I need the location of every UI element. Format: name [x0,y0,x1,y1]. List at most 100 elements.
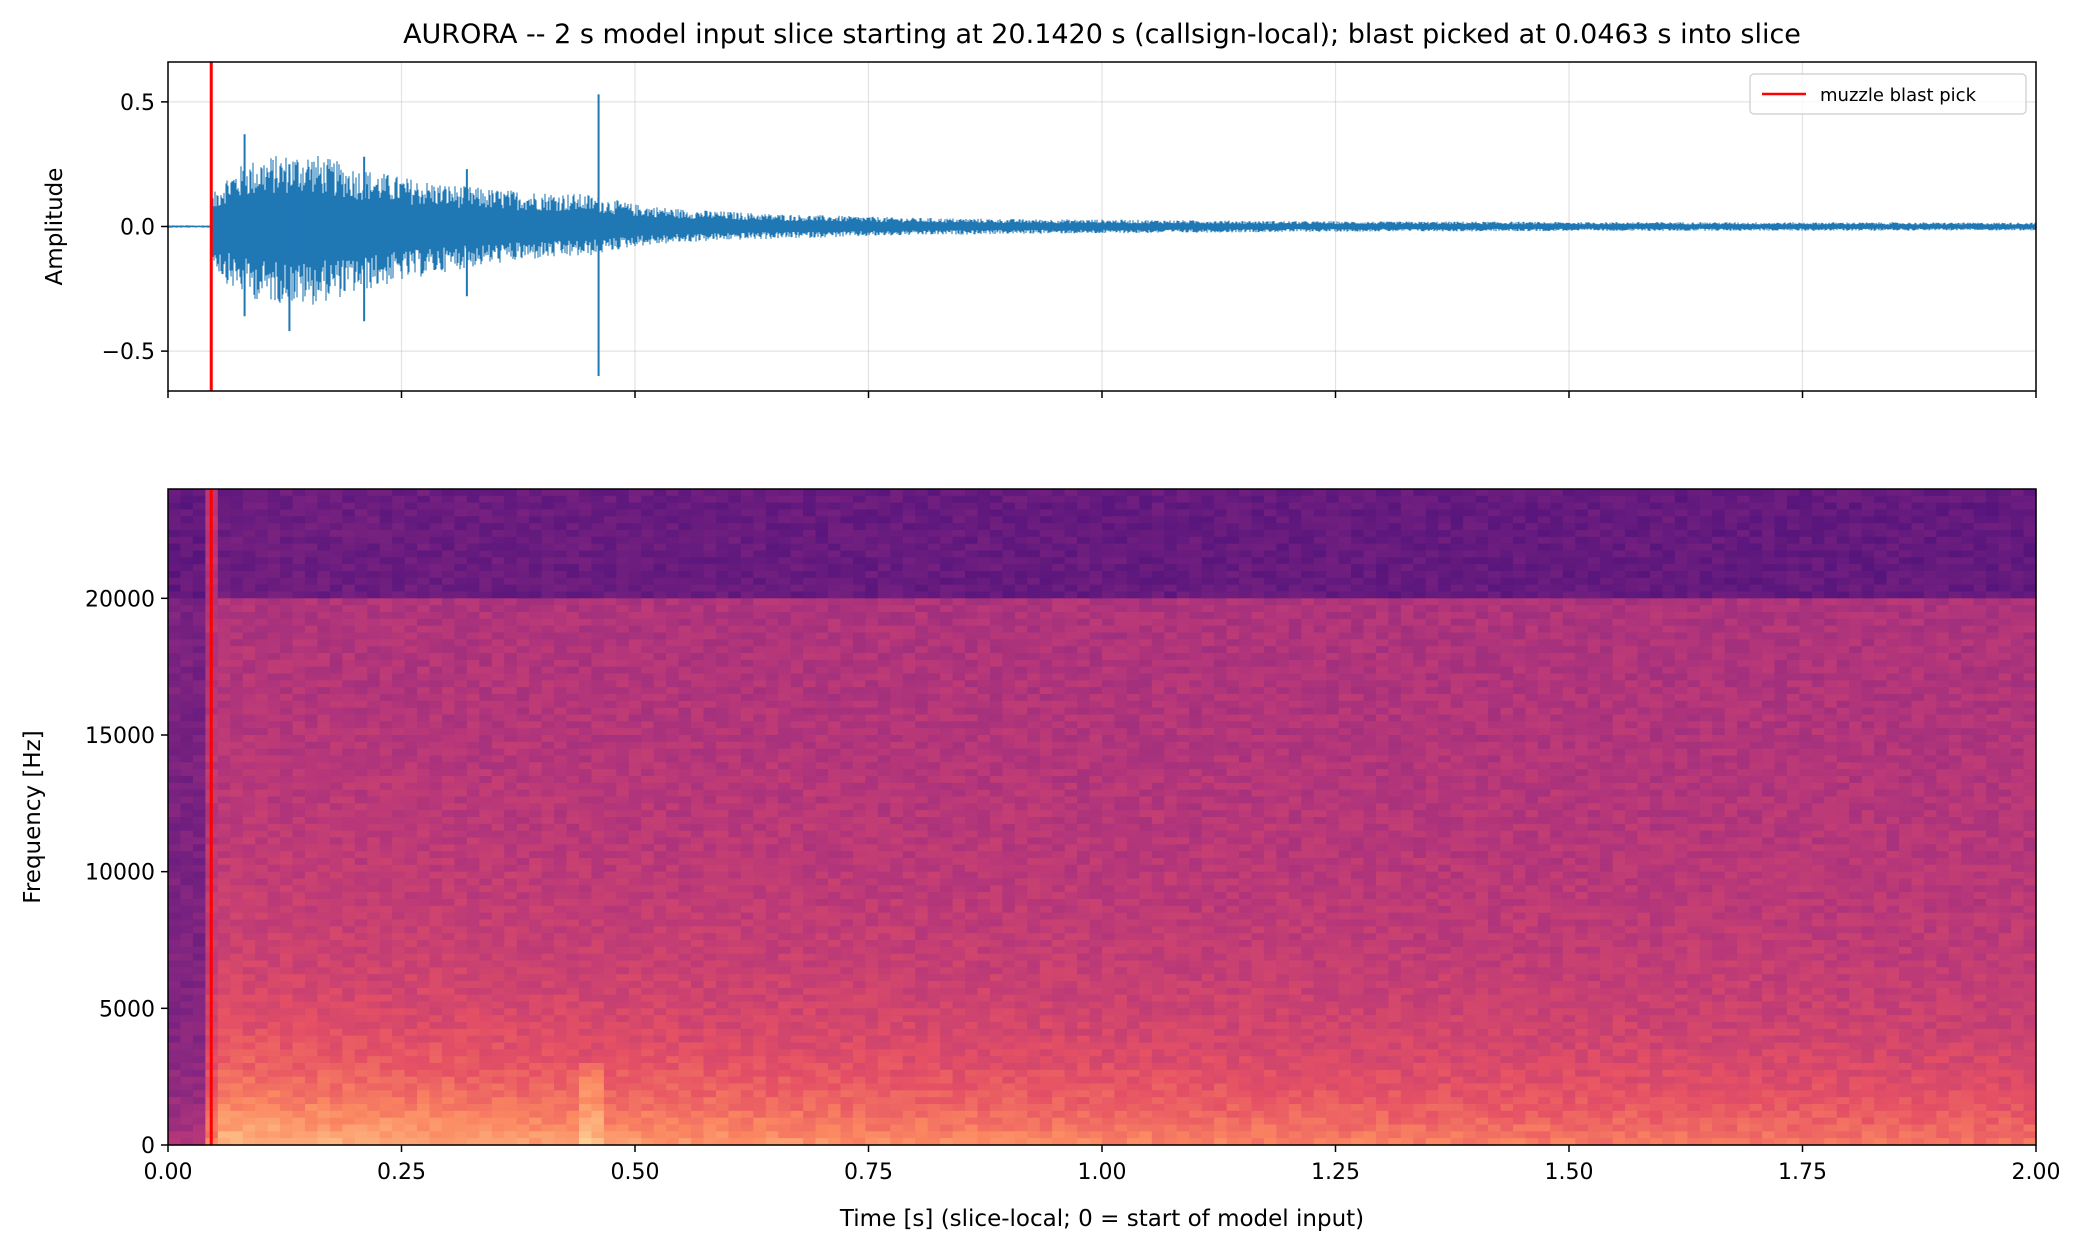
spectrogram-cell [1413,612,1427,620]
spectrogram-cell [404,557,418,565]
spectrogram-cell [1724,584,1738,593]
spectrogram-cell [1102,530,1116,538]
spectrogram-cell [828,577,842,586]
spectrogram-cell [1786,605,1800,613]
spectrogram-cell [1986,687,2000,695]
spectrogram-cell [1288,680,1302,688]
spectrogram-cell [479,666,493,675]
spectrogram-cell [342,632,356,640]
spectrogram-cell [927,502,941,511]
spectrogram-cell [1301,577,1315,586]
spectrogram-cell [815,598,829,606]
spectrogram-cell [952,680,966,688]
spectrogram-cell [1948,646,1962,654]
spectrogram-cell [180,564,194,572]
spectrogram-cell [1587,659,1601,668]
spectrogram-cell [1014,666,1028,675]
spectrogram-cell [1126,536,1140,545]
spectrogram-cell [977,653,991,661]
spectrogram-cell [1313,584,1327,593]
spectrogram-cell [728,591,742,599]
spectrogram-cell [1612,591,1626,599]
spectrogram-cell [479,680,493,688]
spectrogram-cell [965,550,979,558]
spectrogram-cell [1151,543,1165,552]
spectrogram-cell [678,584,692,593]
spectrogram-cell [1450,625,1464,634]
spectrogram-cell [1002,625,1016,634]
spectrogram-cell [180,680,194,688]
spectrogram-cell [1064,605,1078,613]
spectrogram-cell [1836,598,1850,606]
spectrogram-cell [778,666,792,675]
spectrogram-cell [292,687,306,695]
spectrogram-cell [728,605,742,613]
spectrogram-cell [815,618,829,627]
spectrogram-cell [753,523,767,531]
spectrogram-cell [1151,639,1165,647]
spectrogram-cell [1114,564,1128,572]
spectrogram-cell [691,646,705,654]
spectrogram-cell [1351,543,1365,552]
spectrogram-cell [342,550,356,558]
spectrogram-cell [1338,605,1352,613]
spectrogram-cell [1799,694,1813,702]
spectrogram-cell [1712,509,1726,517]
spectrogram-cell [1450,516,1464,524]
spectrogram-cell [1923,550,1937,558]
spectrogram-cell [1301,564,1315,572]
spectrogram-cell [1861,536,1875,545]
spectrogram-cell [1039,659,1053,668]
spectrogram-cell [1077,639,1091,647]
spectrogram-cell [516,666,530,675]
spectrogram-cell [367,659,381,668]
spectrogram-cell [1836,653,1850,661]
spectrogram-cell [877,653,891,661]
spectrogram-cell [1326,489,1340,497]
spectrogram-cell [603,584,617,593]
spectrogram-cell [1537,550,1551,558]
spectrogram-cell [504,509,518,517]
spectrogram-cell [1961,516,1975,524]
spectrogram-cell [230,632,244,640]
spectrogram-cell [1587,646,1601,654]
spectrogram-cell [1077,625,1091,634]
spectrogram-cell [1575,550,1589,558]
spectrogram-cell [1077,584,1091,593]
spectrogram-cell [554,632,568,640]
spectrogram-cell [392,536,406,545]
spectrogram-cell [1986,502,2000,511]
spectrogram-cell [367,646,381,654]
spectrogram-cell [2011,694,2025,702]
spectrogram-cell [504,571,518,579]
spectrogram-cell [890,632,904,640]
spectrogram-cell [1039,673,1053,681]
spectrogram-cell [566,495,580,504]
spectrogram-cell [1712,659,1726,668]
spectrogram-cell [1176,612,1190,620]
spectrogram-cell [1413,509,1427,517]
spectrogram-cell [566,577,580,586]
spectrogram-cell [267,694,281,702]
spectrogram-cell [379,591,393,599]
spectrogram-cell [379,618,393,627]
spectrogram-cell [877,543,891,552]
spectrogram-cell [1625,646,1639,654]
spectrogram-cell [392,564,406,572]
spectrogram-cell [715,659,729,668]
spectrogram-cell [479,632,493,640]
spectrogram-cell [1164,495,1178,504]
spectrogram-cell [441,687,456,695]
spectrogram-cell [1948,591,1962,599]
spectrogram-cell [1126,577,1140,586]
spectrogram-cell [441,625,456,634]
spectrogram-cell [1313,502,1327,511]
spectrogram-cell [977,523,991,531]
spectrogram-cell [429,666,443,675]
spectrogram-cell [1301,639,1315,647]
spectrogram-cell [1948,509,1962,517]
spectrogram-cell [678,612,692,620]
spectrogram-cell [965,564,979,572]
spectrogram-cell [828,536,842,545]
spectrogram-cell [728,687,742,695]
